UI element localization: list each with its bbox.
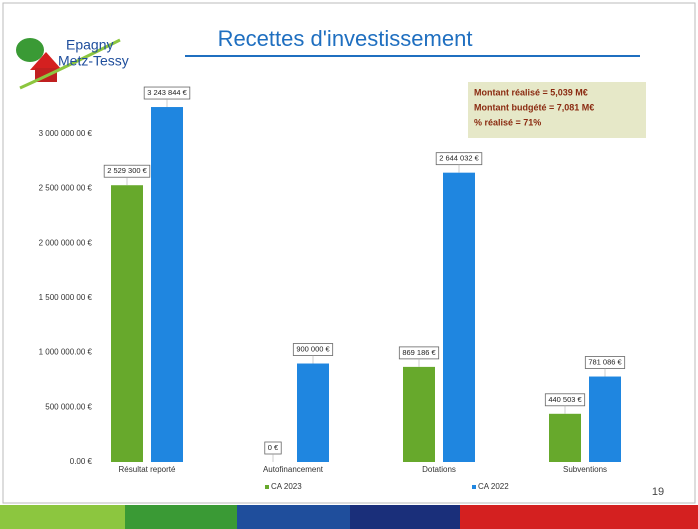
data-label: 3 243 844 € xyxy=(147,88,187,97)
data-label: 2 529 300 € xyxy=(107,166,147,175)
bar xyxy=(111,185,143,462)
frame xyxy=(2,2,696,504)
logo-tree xyxy=(16,38,44,62)
annotations: Montant réalisé = 5,039 M€ Montant budgét… xyxy=(474,87,594,127)
data-label: 869 186 € xyxy=(402,348,436,357)
data-label: 781 086 € xyxy=(588,358,622,367)
bar xyxy=(297,363,329,462)
y-tick-label: 0.00 € xyxy=(70,457,93,466)
legend-swatch xyxy=(265,485,269,489)
annotation: Montant budgété = 7,081 M€ xyxy=(474,102,594,112)
bar xyxy=(443,172,475,462)
data-label: 900 000 € xyxy=(296,344,330,353)
y-tick-label: 1 500 000 00 € xyxy=(39,293,93,302)
logo-text: Epagny xyxy=(66,37,113,53)
y-tick-label: 500 000.00 € xyxy=(45,402,92,411)
x-tick-label: Subventions xyxy=(563,465,607,474)
data-label: 0 € xyxy=(268,443,279,452)
logo-house xyxy=(30,52,62,70)
logo-swoosh xyxy=(19,38,121,90)
strip xyxy=(125,505,237,529)
page-number: 19 xyxy=(652,486,664,498)
x-tick-label: Résultat reporté xyxy=(119,465,176,474)
logo-text: Metz-Tessy xyxy=(58,53,129,69)
annotation: Montant réalisé = 5,039 M€ xyxy=(474,87,588,97)
y-tick-label: 2 000 000 00 € xyxy=(39,238,93,247)
info-box xyxy=(468,82,646,138)
legend-label: CA 2022 xyxy=(478,482,509,491)
annotation: % réalisé = 71% xyxy=(474,117,541,127)
legend-label: CA 2023 xyxy=(271,482,302,491)
strip xyxy=(0,505,125,529)
x-tick-label: Dotations xyxy=(422,465,456,474)
data-label: 440 503 € xyxy=(548,395,582,404)
bar xyxy=(549,413,581,462)
strip xyxy=(460,505,698,529)
bar xyxy=(589,376,621,462)
bottom-strip xyxy=(0,505,698,529)
legend-swatch xyxy=(472,485,476,489)
bar xyxy=(403,366,435,462)
y-tick-label: 3 000 000 00 € xyxy=(39,129,93,138)
strip xyxy=(237,505,350,529)
bar xyxy=(151,107,183,462)
y-tick-label: 1 000 000.00 € xyxy=(39,348,93,357)
data-label: 2 644 032 € xyxy=(439,154,479,163)
strip xyxy=(350,505,460,529)
x-tick-label: Autofinancement xyxy=(263,465,324,474)
y-tick-label: 2 500 000 00 € xyxy=(39,184,93,193)
chart-title: Recettes d'investissement xyxy=(218,26,473,51)
